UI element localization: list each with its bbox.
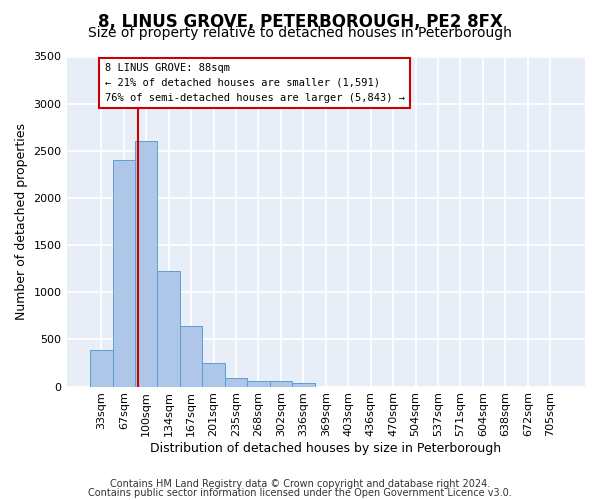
Bar (225, 378, 247, 386)
Text: Contains HM Land Registry data © Crown copyright and database right 2024.: Contains HM Land Registry data © Crown c… (110, 479, 490, 489)
Text: 8 LINUS GROVE: 88sqm
← 21% of detached houses are smaller (1,591)
76% of semi-de: 8 LINUS GROVE: 88sqm ← 21% of detached h… (104, 63, 404, 102)
Bar (157, 270, 180, 386)
X-axis label: Distribution of detached houses by size in Peterborough: Distribution of detached houses by size … (150, 442, 502, 455)
Bar (292, 383, 314, 386)
Bar (202, 363, 225, 386)
Bar (135, 142, 157, 386)
Bar (113, 160, 135, 386)
Bar (90, 350, 113, 387)
Text: 8, LINUS GROVE, PETERBOROUGH, PE2 8FX: 8, LINUS GROVE, PETERBOROUGH, PE2 8FX (98, 12, 502, 30)
Bar (247, 381, 269, 386)
Bar (269, 382, 292, 386)
Text: Contains public sector information licensed under the Open Government Licence v3: Contains public sector information licen… (88, 488, 512, 498)
Bar (180, 326, 202, 386)
Text: Size of property relative to detached houses in Peterborough: Size of property relative to detached ho… (88, 26, 512, 40)
Y-axis label: Number of detached properties: Number of detached properties (15, 123, 28, 320)
